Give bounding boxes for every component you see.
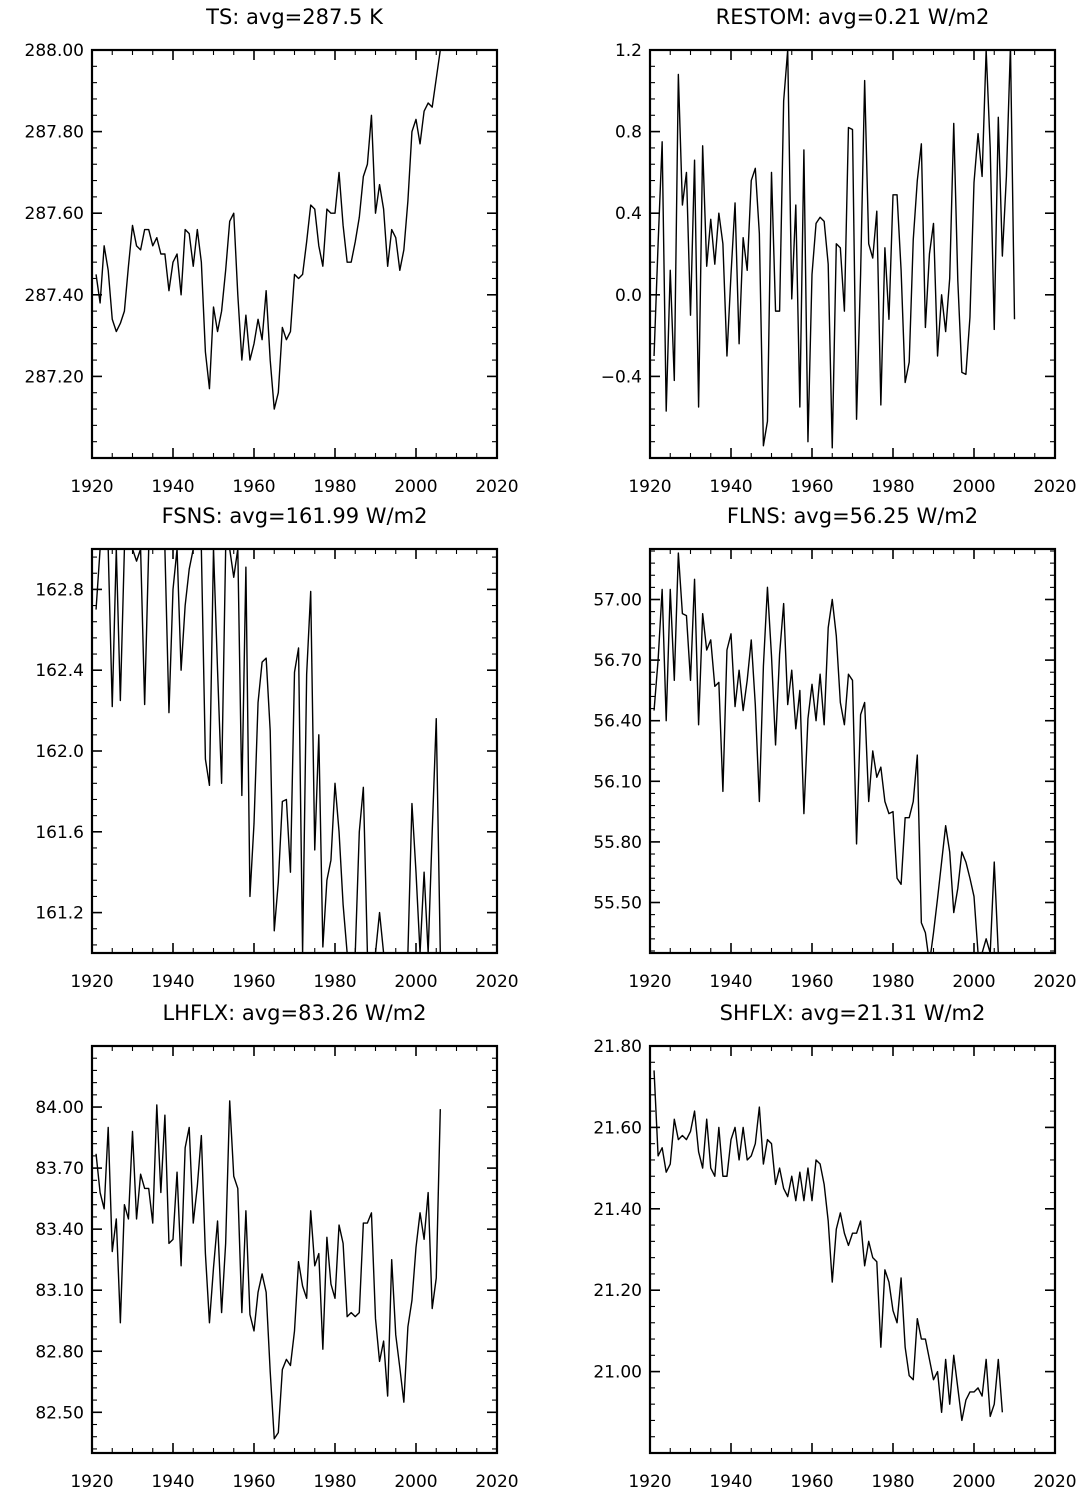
y-tick-label: 0.0 — [615, 286, 642, 306]
x-tick-label: 1940 — [709, 1472, 752, 1492]
x-tick-label: 1920 — [628, 1472, 671, 1492]
y-tick-label: 84.00 — [35, 1098, 84, 1118]
y-tick-label: 0.4 — [615, 204, 642, 224]
y-tick-label: 83.40 — [35, 1220, 84, 1240]
panel-shflx: SHFLX: avg=21.31 W/m2 1920 1940 1960 1980 200… — [593, 1001, 1076, 1492]
series-line — [95, 50, 441, 410]
series-line — [95, 549, 441, 953]
x-tick-label: 2020 — [1033, 972, 1076, 992]
y-tick-label: 0.8 — [615, 123, 642, 143]
x-tick-label: 2000 — [394, 1472, 437, 1492]
x-tick-label: 1920 — [70, 477, 113, 497]
x-tick-label: 1940 — [709, 972, 752, 992]
x-tick-label: 1960 — [790, 1472, 833, 1492]
panel-flns: FLNS: avg=56.25 W/m2 1920 1940 1960 1980 2000… — [593, 504, 1076, 992]
y-tick-label: 83.10 — [35, 1281, 84, 1301]
x-tick-label: 1920 — [70, 972, 113, 992]
y-tick-label: 21.80 — [593, 1037, 642, 1057]
x-tick-label: 1940 — [709, 477, 752, 497]
plot-frame — [648, 1044, 1057, 1455]
x-tick-label: 1940 — [151, 972, 194, 992]
series-line — [653, 50, 1016, 449]
plot-frame — [648, 547, 1057, 955]
y-tick-label: 57.00 — [593, 591, 642, 611]
y-tick-label: 161.6 — [35, 823, 84, 843]
y-tick-label: 21.40 — [593, 1200, 642, 1220]
x-tick-label: 1940 — [151, 477, 194, 497]
x-tick-label: 2020 — [475, 972, 518, 992]
x-tick-label: 1980 — [313, 477, 356, 497]
x-tick-label: 2020 — [475, 477, 518, 497]
x-tick-label: 2000 — [952, 477, 995, 497]
y-tick-label: 288.00 — [25, 41, 84, 61]
series-line — [653, 552, 999, 953]
y-tick-label: 162.4 — [35, 661, 84, 681]
x-tick-label: 1960 — [232, 1472, 275, 1492]
y-tick-label: 56.70 — [593, 651, 642, 671]
y-tick-label: 21.60 — [593, 1118, 642, 1138]
y-tick-label: 21.00 — [593, 1363, 642, 1383]
chart-title: RESTOM: avg=0.21 W/m2 — [716, 5, 990, 29]
y-tick-label: 82.50 — [35, 1403, 84, 1423]
x-tick-label: 2000 — [952, 972, 995, 992]
y-tick-label: 162.0 — [35, 742, 84, 762]
panel-restom: RESTOM: avg=0.21 W/m2 1920 1940 1960 1980 200… — [601, 5, 1077, 497]
x-tick-label: 2000 — [952, 1472, 995, 1492]
y-tick-label: 287.80 — [25, 123, 84, 143]
panel-lhflx: LHFLX: avg=83.26 W/m2 1920 1940 1960 1980 200… — [35, 1001, 518, 1492]
y-tick-label: 162.8 — [35, 580, 84, 600]
y-tick-label: 287.40 — [25, 286, 84, 306]
y-tick-label: 287.60 — [25, 204, 84, 224]
x-tick-label: 2020 — [1033, 1472, 1076, 1492]
y-tick-label: 1.2 — [615, 41, 642, 61]
x-tick-label: 2000 — [394, 477, 437, 497]
panel-fsns: FSNS: avg=161.99 W/m2 1920 1940 1960 1980 200… — [35, 504, 518, 992]
chart-title: FLNS: avg=56.25 W/m2 — [727, 504, 978, 528]
y-tick-label: 161.2 — [35, 904, 84, 924]
series-line — [95, 1100, 441, 1440]
x-tick-label: 1940 — [151, 1472, 194, 1492]
y-tick-label: 82.80 — [35, 1342, 84, 1362]
x-tick-label: 1920 — [628, 972, 671, 992]
x-tick-label: 1980 — [871, 477, 914, 497]
series-line — [653, 1070, 1004, 1422]
plot-frame — [648, 48, 1057, 460]
plot-frame — [90, 48, 499, 460]
panel-ts: TS: avg=287.5 K 1920 1940 1960 1980 2000 2020 2… — [25, 5, 519, 497]
x-tick-label: 1980 — [871, 972, 914, 992]
chart-title: LHFLX: avg=83.26 W/m2 — [162, 1001, 426, 1025]
chart-title: TS: avg=287.5 K — [205, 5, 384, 29]
y-tick-label: 83.70 — [35, 1159, 84, 1179]
y-tick-label: 56.10 — [593, 772, 642, 792]
x-tick-label: 1980 — [871, 1472, 914, 1492]
x-tick-label: 1960 — [790, 972, 833, 992]
y-tick-label: 287.20 — [25, 367, 84, 387]
x-tick-label: 2020 — [1033, 477, 1076, 497]
x-tick-label: 1960 — [232, 477, 275, 497]
x-tick-label: 1960 — [232, 972, 275, 992]
x-tick-label: 1920 — [70, 1472, 113, 1492]
y-tick-label: 21.20 — [593, 1281, 642, 1301]
y-tick-label: 56.40 — [593, 712, 642, 732]
x-tick-label: 1920 — [628, 477, 671, 497]
chart-title: SHFLX: avg=21.31 W/m2 — [720, 1001, 986, 1025]
y-tick-label: 55.50 — [593, 894, 642, 914]
y-tick-label: −0.4 — [601, 367, 642, 387]
x-tick-label: 1980 — [313, 1472, 356, 1492]
x-tick-label: 1960 — [790, 477, 833, 497]
y-tick-label: 55.80 — [593, 833, 642, 853]
x-tick-label: 2020 — [475, 1472, 518, 1492]
x-tick-label: 1980 — [313, 972, 356, 992]
x-tick-label: 2000 — [394, 972, 437, 992]
chart-title: FSNS: avg=161.99 W/m2 — [162, 504, 428, 528]
